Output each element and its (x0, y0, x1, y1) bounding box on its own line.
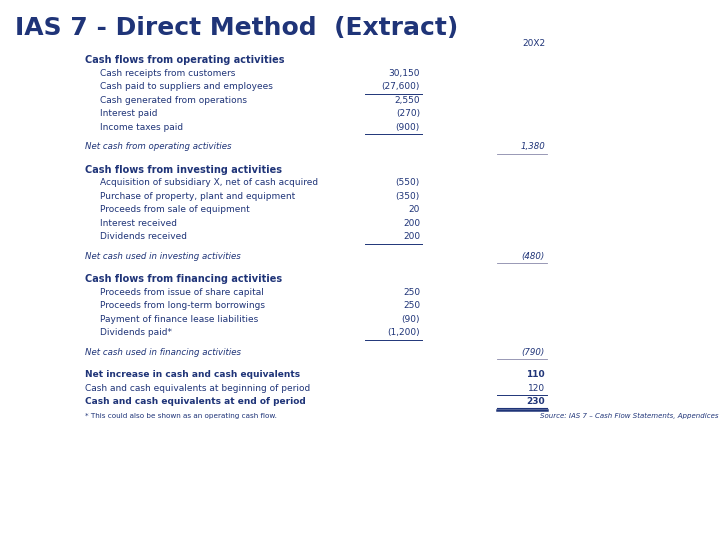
Text: Interest paid: Interest paid (100, 109, 158, 118)
Text: 200: 200 (403, 232, 420, 241)
Text: Cash flows from financing activities: Cash flows from financing activities (85, 274, 282, 284)
Text: 20X2: 20X2 (522, 39, 545, 48)
Text: IAS 7 - Direct Method  (Extract): IAS 7 - Direct Method (Extract) (15, 16, 458, 40)
Text: (480): (480) (522, 252, 545, 261)
Text: Cash paid to suppliers and employees: Cash paid to suppliers and employees (100, 82, 273, 91)
Text: (1,200): (1,200) (387, 328, 420, 338)
Text: (900): (900) (396, 123, 420, 132)
Text: Cash and cash equivalents at beginning of period: Cash and cash equivalents at beginning o… (85, 384, 310, 393)
Text: 120: 120 (528, 384, 545, 393)
Text: 250: 250 (403, 288, 420, 297)
Text: Net cash from operating activities: Net cash from operating activities (85, 142, 232, 151)
Text: Cash generated from operations: Cash generated from operations (100, 96, 247, 105)
Text: Proceeds from sale of equipment: Proceeds from sale of equipment (100, 205, 250, 214)
Text: Source: IAS 7 – Cash Flow Statements, Appendices: Source: IAS 7 – Cash Flow Statements, Ap… (539, 413, 718, 419)
Text: Net increase in cash and cash equivalents: Net increase in cash and cash equivalent… (85, 370, 300, 379)
Text: Purchase of property, plant and equipment: Purchase of property, plant and equipmen… (100, 192, 295, 201)
Text: (90): (90) (402, 315, 420, 324)
Text: © 2005 Peter Walton and Walter Aerts: © 2005 Peter Walton and Walter Aerts (266, 528, 454, 537)
Text: Cash receipts from customers: Cash receipts from customers (100, 69, 235, 78)
Text: Dividends paid*: Dividends paid* (100, 328, 172, 338)
Text: Proceeds from long-term borrowings: Proceeds from long-term borrowings (100, 301, 265, 310)
Text: Payment of finance lease liabilities: Payment of finance lease liabilities (100, 315, 258, 324)
Text: Net cash used in financing activities: Net cash used in financing activities (85, 348, 241, 357)
Text: 2,550: 2,550 (395, 96, 420, 105)
Text: Cash flows from investing activities: Cash flows from investing activities (85, 165, 282, 174)
Text: 230: 230 (526, 397, 545, 406)
Text: (350): (350) (396, 192, 420, 201)
Text: 30,150: 30,150 (389, 69, 420, 78)
Text: Interest received: Interest received (100, 219, 177, 228)
Text: 20: 20 (409, 205, 420, 214)
Text: Cash and cash equivalents at end of period: Cash and cash equivalents at end of peri… (85, 397, 306, 406)
Text: (27,600): (27,600) (382, 82, 420, 91)
Text: 110: 110 (526, 370, 545, 379)
Text: Net cash used in investing activities: Net cash used in investing activities (85, 252, 240, 261)
Text: Use with Global Financial Accounting and Reporting ISBN 1-84480-265-5: Use with Global Financial Accounting and… (183, 504, 537, 514)
Text: Dividends received: Dividends received (100, 232, 187, 241)
Text: * This could also be shown as an operating cash flow.: * This could also be shown as an operati… (85, 413, 277, 419)
Text: Proceeds from issue of share capital: Proceeds from issue of share capital (100, 288, 264, 297)
Text: (270): (270) (396, 109, 420, 118)
Text: THOMSON: THOMSON (16, 503, 96, 517)
Text: Acquisition of subsidiary X, net of cash acquired: Acquisition of subsidiary X, net of cash… (100, 178, 318, 187)
Text: 200: 200 (403, 219, 420, 228)
Text: 250: 250 (403, 301, 420, 310)
Text: 1,380: 1,380 (521, 142, 545, 151)
Text: (790): (790) (522, 348, 545, 357)
Text: Income taxes paid: Income taxes paid (100, 123, 183, 132)
Text: Cash flows from operating activities: Cash flows from operating activities (85, 55, 284, 65)
Text: (550): (550) (396, 178, 420, 187)
